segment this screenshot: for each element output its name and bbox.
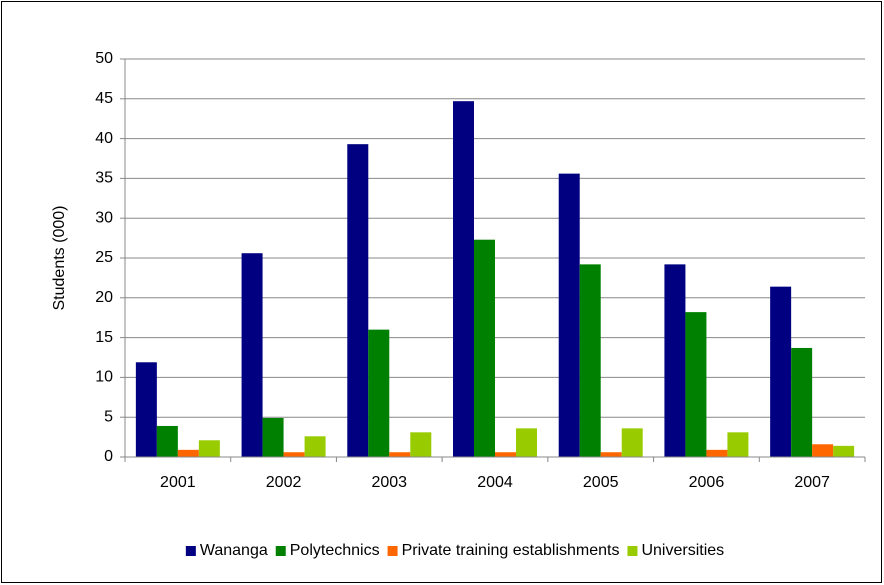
bar bbox=[304, 436, 326, 457]
bar bbox=[812, 444, 834, 457]
y-tick-label: 10 bbox=[95, 369, 113, 386]
bar bbox=[241, 253, 263, 457]
y-tick-label: 15 bbox=[95, 329, 113, 346]
legend-label: Universities bbox=[641, 542, 724, 559]
legend-label: Polytechnics bbox=[290, 542, 380, 559]
bar bbox=[579, 264, 601, 457]
bar bbox=[516, 428, 537, 457]
bar bbox=[347, 144, 369, 457]
bar bbox=[368, 329, 390, 457]
bar bbox=[791, 347, 813, 457]
y-tick-label: 35 bbox=[95, 170, 113, 187]
x-tick-label: 2007 bbox=[794, 474, 830, 491]
legend-swatch bbox=[387, 546, 398, 556]
x-tick-label: 2004 bbox=[477, 474, 513, 491]
bar bbox=[706, 449, 728, 457]
legend-swatch bbox=[185, 546, 196, 556]
y-tick-label: 20 bbox=[95, 289, 113, 306]
bar bbox=[453, 101, 474, 458]
bar bbox=[727, 432, 749, 457]
bar bbox=[664, 264, 686, 457]
bar bbox=[389, 452, 411, 457]
bar bbox=[283, 452, 305, 457]
bar bbox=[262, 417, 284, 457]
x-tick-label: 2003 bbox=[371, 474, 407, 491]
bar bbox=[833, 445, 855, 457]
y-axis-label: Students (000) bbox=[51, 206, 68, 311]
x-tick-label: 2005 bbox=[583, 474, 619, 491]
y-tick-label: 5 bbox=[104, 408, 113, 425]
y-tick-label: 40 bbox=[95, 130, 113, 147]
bar bbox=[621, 428, 643, 457]
bar bbox=[685, 312, 707, 457]
bar bbox=[156, 425, 178, 457]
bar bbox=[495, 452, 516, 457]
bar bbox=[600, 452, 622, 457]
y-tick-label: 45 bbox=[95, 90, 113, 107]
y-tick-label: 0 bbox=[104, 448, 113, 465]
y-tick-label: 30 bbox=[95, 209, 113, 226]
bar bbox=[770, 286, 792, 457]
bar bbox=[474, 239, 495, 457]
x-tick-label: 2001 bbox=[160, 474, 196, 491]
legend-swatch bbox=[275, 546, 286, 556]
bar bbox=[198, 440, 220, 457]
legend-label: Private training establishments bbox=[402, 542, 620, 559]
x-tick-label: 2006 bbox=[689, 474, 725, 491]
bar bbox=[135, 362, 157, 457]
y-tick-label: 25 bbox=[95, 249, 113, 266]
bar bbox=[558, 173, 580, 457]
x-tick-label: 2002 bbox=[266, 474, 302, 491]
bar bbox=[410, 432, 432, 457]
legend-label: Wananga bbox=[200, 542, 268, 559]
y-tick-label: 50 bbox=[95, 50, 113, 67]
legend-swatch bbox=[627, 546, 638, 556]
bar bbox=[177, 449, 199, 457]
